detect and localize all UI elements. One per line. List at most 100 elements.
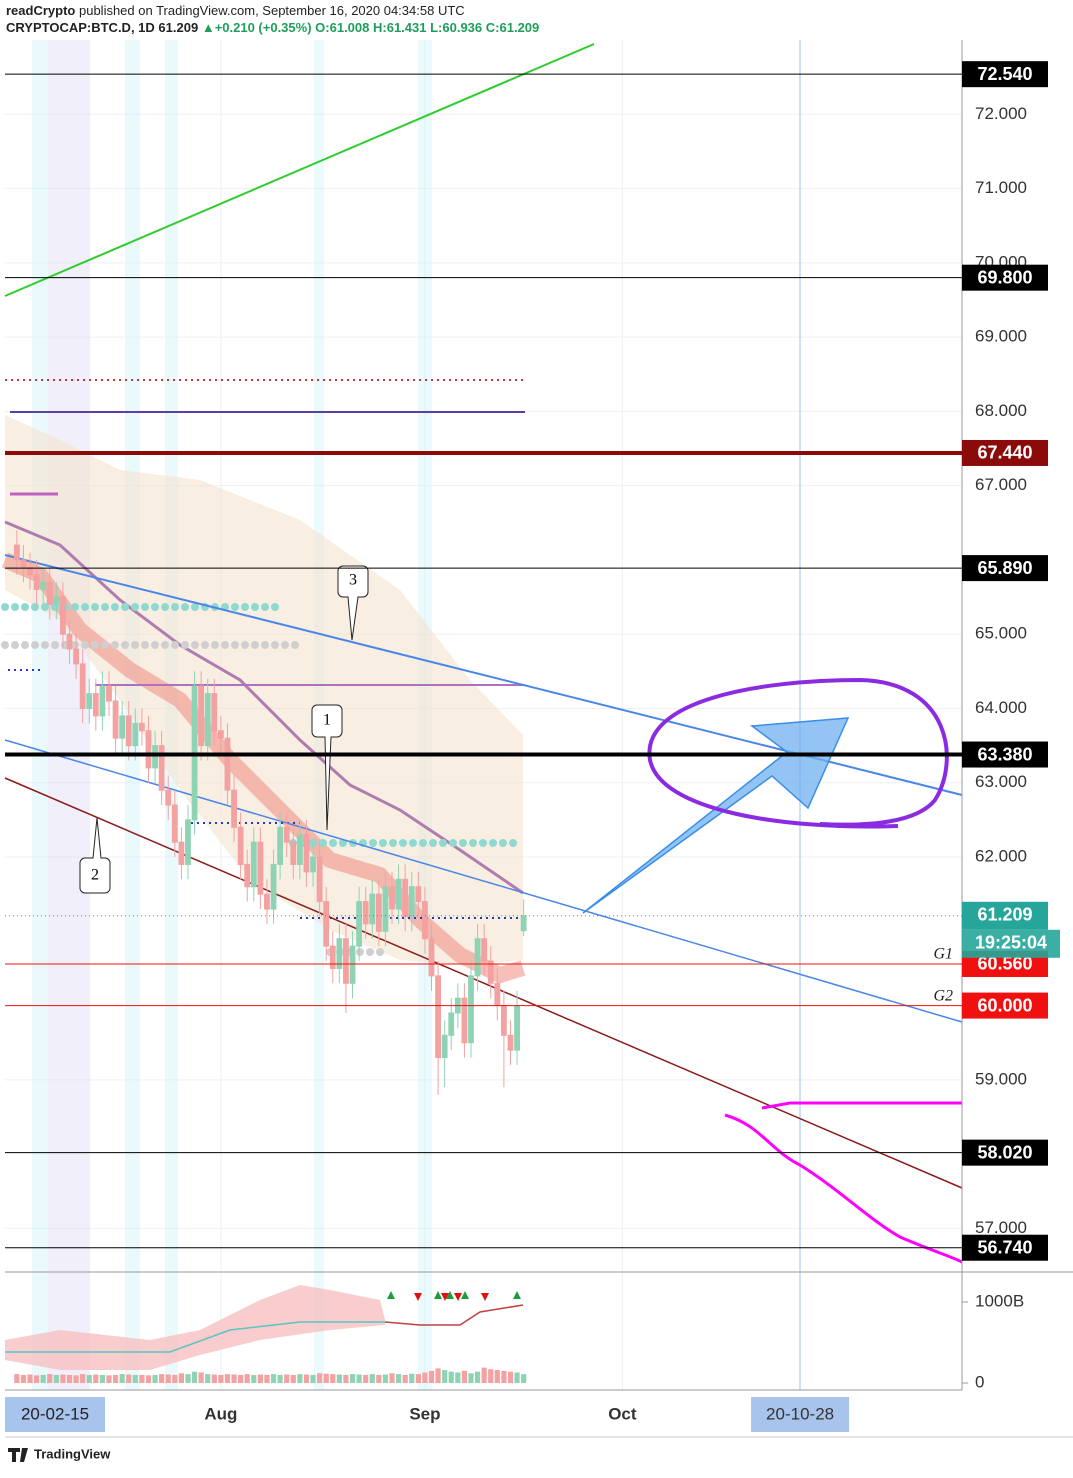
candle-body	[369, 893, 376, 925]
close: C:61.209	[486, 20, 539, 35]
high: H:61.431	[373, 20, 426, 35]
candle-body	[264, 893, 270, 910]
volume-bar	[132, 1374, 138, 1384]
moving-average	[4, 520, 524, 895]
price-label: 72.540	[977, 64, 1032, 84]
candle-body	[165, 789, 172, 806]
candle-body	[185, 819, 191, 865]
candle-body	[474, 938, 481, 977]
price-label-box	[962, 439, 1048, 466]
indicator-line	[5, 1321, 385, 1353]
candle-body	[20, 559, 27, 568]
header-line2: CRYPTOCAP:BTC.D, 1D 61.209 ▲+0.210 (+0.3…	[6, 20, 539, 35]
candle-body	[448, 1012, 455, 1036]
candle-body	[329, 945, 336, 969]
candle-body	[520, 915, 527, 932]
candle-body	[224, 737, 231, 791]
candle-body	[86, 693, 93, 709]
volume-bar	[40, 1374, 46, 1384]
volume-bar	[152, 1374, 158, 1384]
volume-bar	[106, 1375, 112, 1384]
x-tick-label: Oct	[608, 1404, 637, 1423]
volume-bar	[224, 1374, 231, 1384]
candle-body	[145, 730, 152, 769]
candle-body	[244, 863, 251, 888]
marker	[513, 1291, 521, 1299]
volume-bar	[455, 1372, 461, 1384]
candle-body	[178, 841, 185, 865]
y-tick-label: 63.000	[975, 772, 1027, 791]
candle-body	[92, 693, 99, 717]
marker	[446, 1291, 454, 1299]
volume-bar	[185, 1374, 191, 1384]
candle-body	[501, 1005, 507, 1036]
candle-body	[316, 856, 323, 903]
volume-bar	[409, 1373, 415, 1384]
candle-body	[73, 648, 79, 665]
candle-body	[13, 544, 20, 561]
y-tick-label: 64.000	[975, 698, 1027, 717]
price-label: 69.800	[977, 267, 1032, 287]
brand: TradingView	[34, 1446, 111, 1461]
volume-bar	[53, 1374, 59, 1384]
candle-body	[507, 1034, 514, 1051]
volume-bar	[172, 1374, 178, 1384]
cloud	[5, 415, 523, 965]
volume-bar	[99, 1374, 106, 1384]
candle-body	[323, 901, 330, 947]
candle-body	[349, 945, 356, 984]
marker	[461, 1291, 469, 1299]
candle-body	[139, 722, 145, 732]
circle	[647, 677, 949, 829]
low: L:60.936	[430, 20, 482, 35]
callout	[337, 565, 369, 641]
date-marker-box	[751, 1397, 850, 1432]
volume-bar	[369, 1374, 375, 1384]
arrow	[582, 717, 850, 914]
candle-body	[112, 700, 119, 739]
candle-body	[106, 685, 112, 702]
x-tick-label: Sep	[409, 1404, 440, 1423]
marker	[454, 1293, 462, 1301]
y-tick-label: 57.000	[975, 1218, 1027, 1237]
volume-bar	[244, 1374, 250, 1384]
marker	[414, 1293, 422, 1301]
volume-bar	[119, 1374, 125, 1384]
callout	[79, 817, 111, 894]
volume-bar	[507, 1371, 514, 1384]
candle-body	[514, 1005, 520, 1051]
volume-bar	[382, 1374, 389, 1384]
volume-bar	[86, 1374, 92, 1384]
volume-bar	[264, 1374, 270, 1384]
indicator-line	[384, 1304, 524, 1326]
candle-body	[435, 975, 441, 1059]
candle-body	[46, 581, 53, 605]
y-tick-label: 65.000	[975, 624, 1027, 643]
volume-bar	[395, 1374, 402, 1384]
candle-body	[375, 893, 382, 932]
volume-bar	[139, 1374, 145, 1384]
volume-bar	[422, 1372, 428, 1384]
candle-body	[481, 938, 488, 962]
candle-body	[362, 901, 369, 925]
volume-bar	[363, 1374, 369, 1384]
start-date-box	[5, 1397, 105, 1432]
volume-bar	[461, 1370, 468, 1384]
volume-bar	[330, 1374, 336, 1384]
indicator-cloud	[5, 1285, 385, 1370]
candle-body	[303, 834, 310, 873]
candle-body	[250, 841, 257, 888]
candle-body	[343, 938, 349, 984]
price-label: 60.000	[977, 995, 1032, 1015]
volume-bar	[47, 1374, 53, 1384]
volume-bar	[165, 1374, 171, 1384]
candle-body	[99, 685, 106, 717]
logo-icon	[8, 1448, 28, 1462]
volume-bar	[303, 1374, 310, 1384]
candle-body	[441, 1034, 448, 1059]
volume-bar	[448, 1371, 454, 1384]
y-tick-label: 69.000	[975, 327, 1027, 346]
volume-bar	[211, 1374, 217, 1384]
candle-body	[132, 722, 139, 747]
candle-body	[171, 804, 178, 843]
